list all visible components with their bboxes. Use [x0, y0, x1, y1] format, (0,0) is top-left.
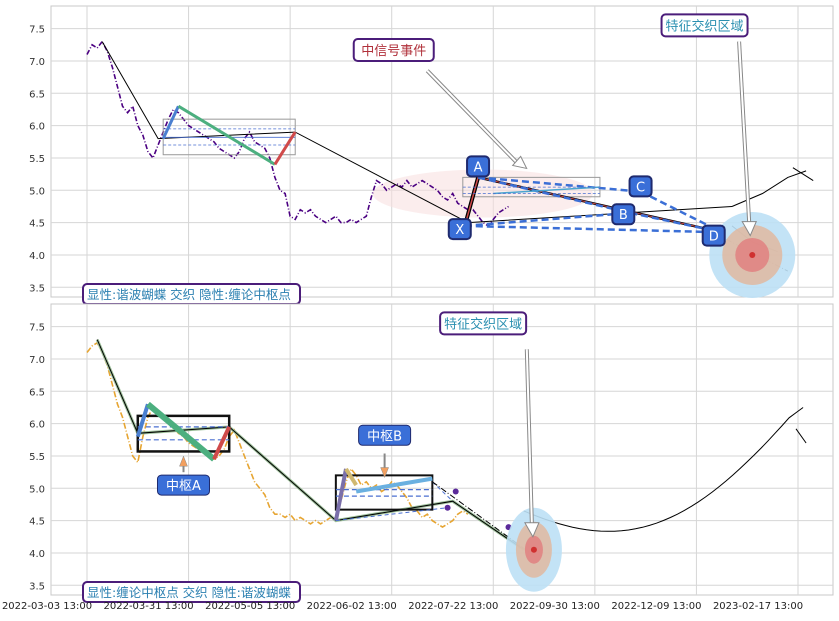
y-tick-label: 5.5	[29, 452, 45, 463]
harmonic-ab	[477, 176, 631, 215]
box-a-arrow	[179, 455, 188, 467]
point-label-d: D	[709, 230, 719, 245]
event-label-box	[352, 37, 435, 62]
zone-arrow-head	[524, 522, 540, 538]
price-line	[86, 341, 469, 529]
legend-box	[82, 581, 301, 604]
zone-center-point	[530, 546, 537, 553]
event-arrow-inner	[426, 69, 520, 166]
y-tick-label: 3.5	[29, 283, 45, 294]
y-tick-label: 6.0	[29, 420, 45, 431]
harmonic-xa-inner	[464, 177, 479, 227]
stroke-seg	[177, 104, 276, 166]
stroke-seg	[145, 401, 216, 462]
point-label-b: B	[619, 208, 628, 223]
point-label-a: A	[474, 160, 483, 175]
y-tick-label: 3.5	[29, 581, 45, 592]
zone-arrow-inner	[525, 349, 533, 525]
zone-label: 特征交织区域	[666, 18, 744, 34]
legend-text: 显性:谐波蝴蝶 交织 隐性:缠论中枢点	[87, 287, 291, 302]
harmonic-cd	[640, 190, 723, 234]
x-tick-label: 2022-05-05 13:00	[205, 601, 295, 612]
event-label: 中信号事件	[361, 44, 426, 59]
x-tick-label: 2022-03-31 13:00	[104, 601, 194, 612]
x-axis: 2022-03-03 13:00 2022-03-31 13:00 2022-05-…	[2, 601, 803, 612]
harmonic-line	[431, 481, 454, 502]
y-tick-label: 5.0	[29, 484, 45, 495]
arc-tip	[795, 428, 807, 444]
stroke-seg	[212, 426, 232, 461]
y-tick-label: 6.5	[29, 89, 45, 100]
stroke-seg	[344, 467, 358, 487]
y-tick-label: 4.0	[29, 549, 45, 560]
box-label-a-bg	[156, 474, 210, 496]
harmonic-ac	[477, 176, 641, 193]
x-tick-label: 2022-09-30 13:00	[510, 601, 600, 612]
box-label-b-bg	[358, 424, 412, 446]
box-label-b: 中枢B	[367, 429, 402, 444]
event-arrow-head	[511, 155, 528, 170]
bottom-panel: 3.5 4.0 4.5 5.0 5.5 6.0 6.5 7.0 7.5 中枢A 中枢B 特征交织区域显…	[29, 303, 834, 604]
x-tick-label: 2023-02-17 13:00	[713, 601, 803, 612]
zone-arrow-inner	[738, 41, 751, 224]
marker-dot	[444, 504, 451, 511]
stroke-seg	[355, 476, 433, 494]
y-tick-label: 7.5	[29, 25, 45, 36]
stroke-seg	[333, 468, 348, 521]
arc-tip	[792, 167, 814, 182]
point-label-x: X	[455, 223, 464, 238]
y-tick-label: 7.5	[29, 323, 45, 334]
point-marker-c	[628, 175, 653, 198]
stroke-seg	[273, 131, 297, 166]
x-tick-label: 2022-06-02 13:00	[307, 601, 397, 612]
box-label-a: 中枢A	[166, 479, 201, 494]
y-tick-label: 6.5	[29, 387, 45, 398]
y-tick-label: 5.5	[29, 154, 45, 165]
stroke-seg	[161, 105, 180, 140]
x-tick-label: 2022-12-09 13:00	[611, 601, 701, 612]
y-tick-label: 4.0	[29, 251, 45, 262]
point-marker-x	[447, 218, 472, 241]
projection-arc	[523, 407, 804, 532]
point-marker-a	[466, 155, 491, 178]
x-tick-label: 2022-03-03 13:00	[2, 601, 92, 612]
point-label-c: C	[636, 180, 645, 195]
x-tick-label: 2022-07-22 13:00	[408, 601, 498, 612]
pivot-mid	[493, 186, 600, 195]
legend-text: 显性:缠论中枢点 交织 隐性:谐波蝴蝶	[87, 585, 291, 600]
harmonic-xd	[464, 224, 722, 234]
zone-arrow-head	[741, 221, 758, 237]
zone-center-point	[749, 251, 756, 258]
marker-dot	[452, 488, 459, 495]
harmonic-line	[335, 507, 448, 522]
y-tick-label: 7.0	[29, 355, 45, 366]
zigzag-line	[96, 339, 525, 551]
point-marker-b	[611, 203, 636, 226]
point-marker-d	[701, 224, 726, 247]
zone-label-box	[660, 13, 749, 38]
stroke-seg	[135, 403, 150, 438]
y-tick-label: 7.0	[29, 57, 45, 68]
price-line	[86, 40, 509, 227]
y-tick-label: 6.0	[29, 122, 45, 133]
y-tick-label: 4.5	[29, 219, 45, 230]
plot-frame	[50, 5, 834, 298]
plot-frame	[50, 303, 834, 596]
zone-label: 特征交织区域	[444, 316, 522, 332]
harmonic-xb	[464, 211, 631, 228]
top-panel: 3.5 4.0 4.5 5.0 5.5 6.0 6.5 7.0 7.5 A X BC D 中信号事件 特征交…	[29, 5, 834, 306]
zone-label-box	[439, 311, 528, 336]
y-tick-label: 5.0	[29, 186, 45, 197]
y-tick-label: 4.5	[29, 517, 45, 528]
